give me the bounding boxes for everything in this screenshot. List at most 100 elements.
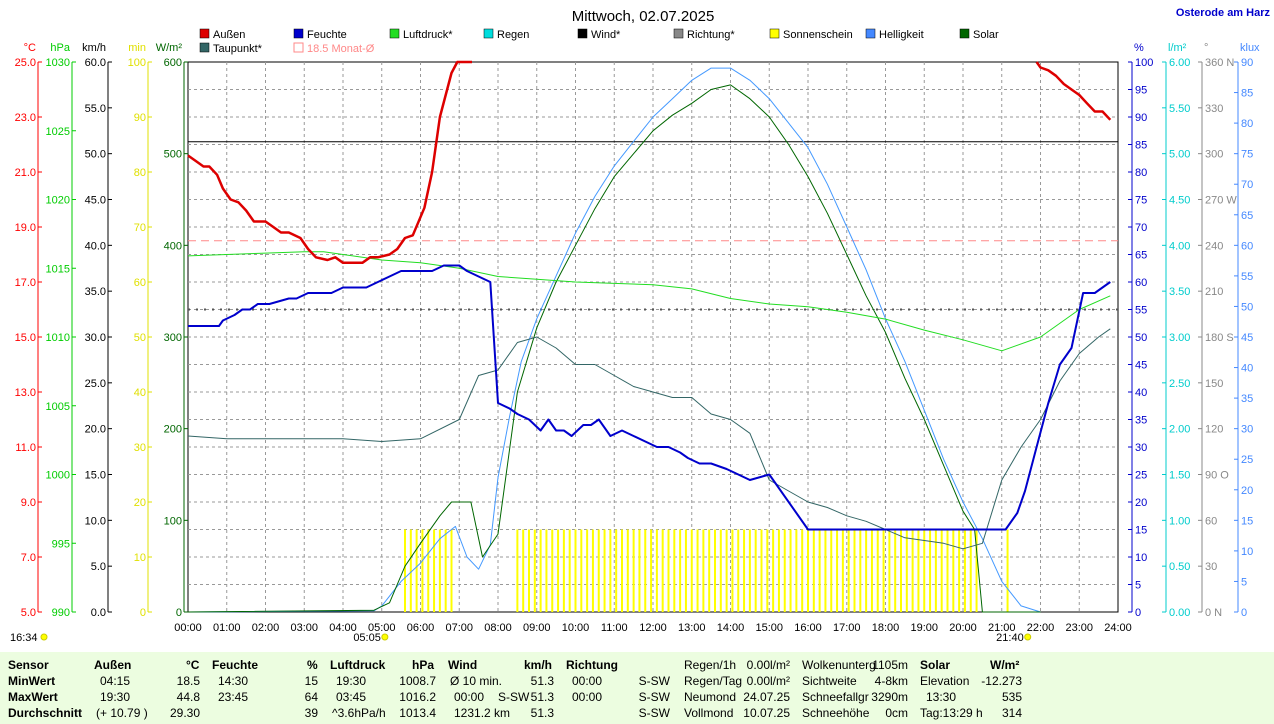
sunshine-bar	[438, 529, 441, 612]
right-axis-label: 50	[1135, 332, 1147, 344]
left-axis-label: 990	[52, 607, 70, 619]
sunshine-bar	[725, 529, 728, 612]
x-tick-label: 03:00	[290, 622, 318, 634]
daylength-label: Tag:13:29 h	[920, 706, 983, 720]
sunset-label: 21:40	[996, 632, 1024, 644]
summary-unit-feuchte: %	[307, 658, 318, 672]
sunshine-bar	[917, 529, 920, 612]
sunshine-bar	[824, 529, 827, 612]
sunshine-bar	[539, 529, 542, 612]
right-axis-label: 6.00	[1169, 57, 1190, 69]
left-axis-unit: W/m²	[156, 42, 183, 54]
left-axis-label: 21.0	[15, 167, 36, 179]
left-axis-label: 7.0	[21, 552, 36, 564]
left-axis-label: 10.0	[85, 515, 106, 527]
x-tick-label: 01:00	[213, 622, 241, 634]
left-axis-label: 45.0	[85, 195, 106, 207]
summary-header-richtung: Richtung	[566, 658, 618, 672]
legend-swatch	[865, 28, 876, 39]
rain-1h-label: Regen/1h	[684, 658, 737, 672]
sunshine-bar	[621, 529, 623, 612]
legend-swatch	[483, 28, 494, 39]
sunshine-bar	[702, 529, 705, 612]
x-tick-label: 06:00	[407, 622, 435, 634]
sunshine-bar	[679, 529, 682, 612]
summary-header-aussen: Außen	[94, 658, 132, 672]
sunshine-bar	[894, 529, 897, 612]
sunshine-bar	[777, 529, 780, 612]
left-axis-label: 100	[128, 57, 146, 69]
left-axis-label: 20	[134, 497, 146, 509]
x-tick-label: 02:00	[252, 622, 280, 634]
left-axis-label: 15.0	[85, 470, 106, 482]
sunshine-bar	[876, 529, 879, 612]
x-tick-label: 00:00	[174, 622, 202, 634]
left-axis-label: 1015	[46, 263, 70, 275]
sunshine-bar	[772, 529, 775, 612]
right-axis-label: 330	[1205, 103, 1223, 115]
left-axis-label: 400	[164, 240, 182, 252]
right-axis-label: 30	[1135, 442, 1147, 454]
summary-panel: Sensor MinWert MaxWert Durchschnitt Auße…	[0, 652, 1274, 724]
sunshine-bar	[626, 529, 629, 612]
sunshine-bar	[661, 529, 664, 612]
summary-header-sensor: Sensor	[8, 658, 49, 672]
sunshine-bar	[415, 529, 418, 612]
right-axis-label: 30	[1205, 561, 1217, 573]
right-axis-label: 20	[1135, 497, 1147, 509]
wind-distance: 1231.2 km	[454, 706, 511, 720]
sunshine-bar	[870, 529, 873, 612]
right-axis-label: 5	[1241, 576, 1247, 588]
legend-label: 18.5 Monat-Ø	[307, 43, 375, 55]
sunshine-bar	[719, 529, 722, 612]
sunshine-bar	[952, 529, 955, 612]
x-tick-label: 20:00	[949, 622, 977, 634]
right-axis-label: 30	[1241, 424, 1253, 436]
left-axis-label: 70	[134, 222, 146, 234]
sunshine-bar	[522, 529, 525, 612]
right-axis-label: 65	[1241, 210, 1253, 222]
left-axis-label: 50	[134, 332, 146, 344]
x-tick-label: 08:00	[484, 622, 512, 634]
legend-label: Außen	[213, 29, 245, 41]
left-axis-label: 1030	[46, 57, 70, 69]
right-axis-label: 300	[1205, 149, 1223, 161]
cloudbase-value: 1105m	[872, 658, 908, 672]
right-axis-label: 5.50	[1169, 103, 1190, 115]
sunshine-bar	[807, 529, 809, 612]
sunshine-bar	[444, 529, 447, 612]
right-axis-label: 0	[1135, 607, 1141, 619]
x-tick-label: 04:00	[329, 622, 357, 634]
wind-avg-label: Ø 10 min.	[450, 674, 503, 688]
avg-wind-value: 51.3	[530, 706, 554, 720]
legend-label: Luftdruck*	[403, 29, 453, 41]
right-axis-label: 25	[1241, 454, 1253, 466]
legend-swatch	[293, 42, 304, 53]
max-richt-time: 00:00	[572, 690, 603, 704]
sunshine-bar	[580, 529, 583, 612]
sunshine-bar	[801, 529, 804, 612]
left-axis-unit: °C	[24, 42, 36, 54]
max-aussen-value: 44.8	[176, 690, 200, 704]
legend-label: Regen	[497, 29, 529, 41]
series-line-solar	[187, 84, 1041, 613]
right-axis-label: 240	[1205, 240, 1223, 252]
right-axis-label: 0.50	[1169, 561, 1190, 573]
left-axis-label: 20.0	[85, 424, 106, 436]
min-aussen-time: 04:15	[100, 674, 131, 688]
sunshine-bar	[545, 529, 548, 612]
sunshine-bar	[603, 529, 606, 612]
right-axis-label: 60	[1241, 240, 1253, 252]
right-axis-unit: °	[1204, 42, 1208, 54]
snowline-value: 3290m	[871, 690, 908, 704]
sunshine-bar	[655, 529, 658, 612]
sunshine-bar	[847, 529, 850, 612]
right-axis-label: 70	[1135, 222, 1147, 234]
fullmoon-label: Vollmond	[684, 706, 734, 720]
right-axis-label: 270 W	[1205, 195, 1237, 207]
left-axis-label: 9.0	[21, 497, 36, 509]
max-druck-value: 1016.2	[399, 690, 436, 704]
x-tick-label: 24:00	[1104, 622, 1132, 634]
right-axis-label: 15	[1241, 515, 1253, 527]
sunshine-bar	[836, 529, 839, 612]
